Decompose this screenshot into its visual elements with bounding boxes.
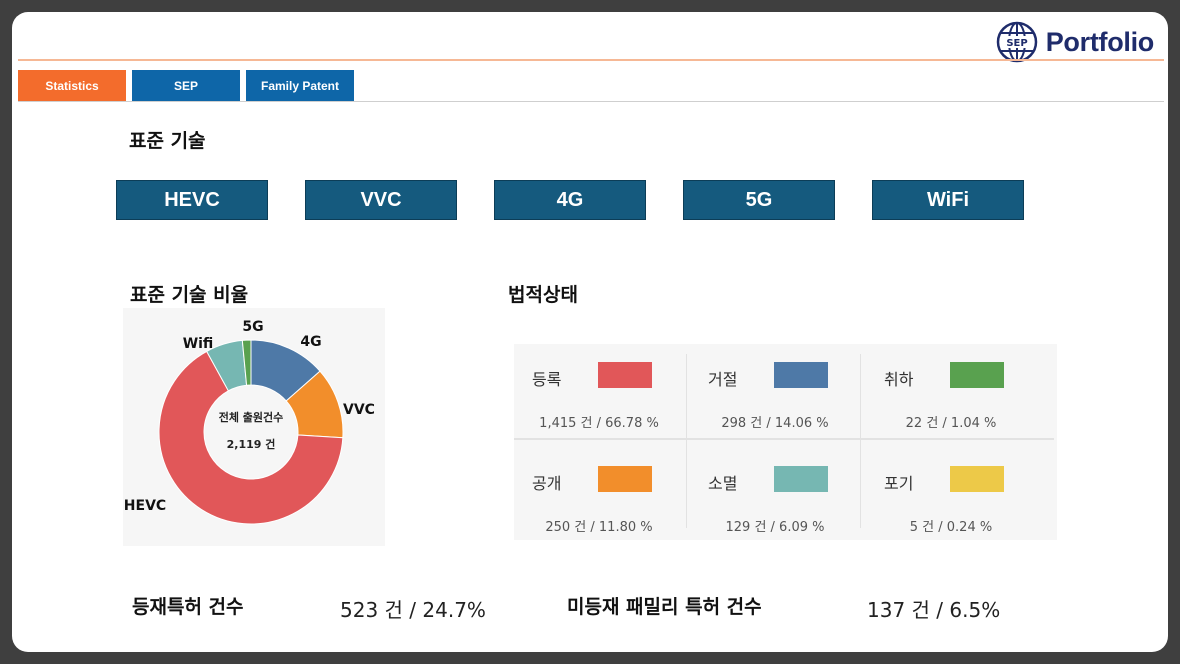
donut-label-hevc: HEVC — [124, 498, 166, 514]
legal-item-swatch — [598, 466, 652, 492]
legal-item-registered: 등록 1,415 건 / 66.78 % — [514, 352, 684, 442]
legal-item-swatch — [950, 466, 1004, 492]
donut-slice-5g — [241, 339, 252, 386]
registered-patents-value: 523 건 / 24.7% — [340, 598, 486, 622]
tab-bar: Statistics SEP Family Patent — [18, 70, 354, 101]
legal-item-value: 298 건 / 14.06 % — [721, 416, 829, 431]
legal-item-swatch — [774, 466, 828, 492]
globe-logo-icon: SEP — [996, 21, 1037, 63]
donut-label-vvc: VVC — [343, 402, 375, 418]
donut-label-wifi: Wifi — [183, 336, 214, 352]
brand: SEP Portfolio — [996, 20, 1154, 64]
chart-panel: 4G VVC HEVC Wifi 5G 전체 출원건수 2,119 건 — [123, 308, 385, 546]
legal-item-value: 22 건 / 1.04 % — [905, 416, 997, 431]
donut-center-value: 2,119 건 — [227, 437, 276, 451]
tech-button-4g[interactable]: 4G — [494, 180, 646, 220]
legal-item-withdrawn: 취하 22 건 / 1.04 % — [866, 352, 1036, 442]
registered-patents-label: 등재특허 건수 — [132, 596, 244, 618]
logo-text: SEP — [1006, 38, 1027, 49]
tech-button-5g[interactable]: 5G — [683, 180, 835, 220]
legal-item-label: 거절 — [708, 370, 738, 389]
legal-item-value: 250 건 / 11.80 % — [545, 520, 653, 535]
legal-divider-v1 — [686, 354, 687, 528]
donut-center-label: 전체 출원건수 — [219, 410, 284, 424]
legal-item-swatch — [774, 362, 828, 388]
legal-item-rejected: 거절 298 건 / 14.06 % — [690, 352, 860, 442]
brand-name: Portfolio — [1045, 26, 1155, 57]
legal-item-value: 5 건 / 0.24 % — [909, 520, 993, 535]
unregistered-family-label: 미등재 패밀리 특허 건수 — [567, 596, 762, 618]
legal-item-published: 공개 250 건 / 11.80 % — [514, 456, 684, 546]
legal-item-swatch — [950, 362, 1004, 388]
chart-section-title: 표준 기술 비율 — [130, 284, 249, 306]
legal-item-expired: 소멸 129 건 / 6.09 % — [690, 456, 860, 546]
unregistered-family-value: 137 건 / 6.5% — [867, 598, 1001, 622]
legal-item-value: 1,415 건 / 66.78 % — [539, 416, 659, 431]
legal-status-panel: 등록 1,415 건 / 66.78 % 거절 298 건 / 14.06 % … — [514, 344, 1057, 540]
legal-divider-v2 — [860, 354, 861, 528]
legal-item-label: 소멸 — [708, 474, 738, 493]
header-divider — [18, 59, 1164, 61]
legal-item-swatch — [598, 362, 652, 388]
legal-item-label: 취하 — [884, 370, 914, 389]
tab-sep[interactable]: SEP — [132, 70, 240, 101]
legal-item-label: 공개 — [532, 474, 562, 493]
tech-button-wifi[interactable]: WiFi — [872, 180, 1024, 220]
app-window: SEP Portfolio Statistics SEP Family Pate… — [12, 12, 1168, 652]
donut-slice-hevc — [158, 350, 344, 525]
legal-item-label: 포기 — [884, 474, 914, 493]
donut-chart: 4G VVC HEVC Wifi 5G 전체 출원건수 2,119 건 — [124, 319, 375, 525]
legal-item-label: 등록 — [532, 370, 562, 389]
tab-family-patent[interactable]: Family Patent — [246, 70, 354, 101]
donut-label-4g: 4G — [300, 334, 321, 350]
tech-section-title: 표준 기술 — [129, 130, 206, 152]
tab-statistics[interactable]: Statistics — [18, 70, 126, 101]
tech-button-vvc[interactable]: VVC — [305, 180, 457, 220]
legal-divider-h — [514, 438, 1054, 440]
tech-button-hevc[interactable]: HEVC — [116, 180, 268, 220]
tab-divider — [18, 101, 1164, 102]
tech-button-row: HEVC VVC 4G 5G WiFi — [116, 180, 1024, 220]
legal-item-value: 129 건 / 6.09 % — [725, 520, 825, 535]
donut-label-5g: 5G — [242, 319, 263, 335]
legal-item-abandoned: 포기 5 건 / 0.24 % — [866, 456, 1036, 546]
legal-section-title: 법적상태 — [508, 284, 578, 306]
